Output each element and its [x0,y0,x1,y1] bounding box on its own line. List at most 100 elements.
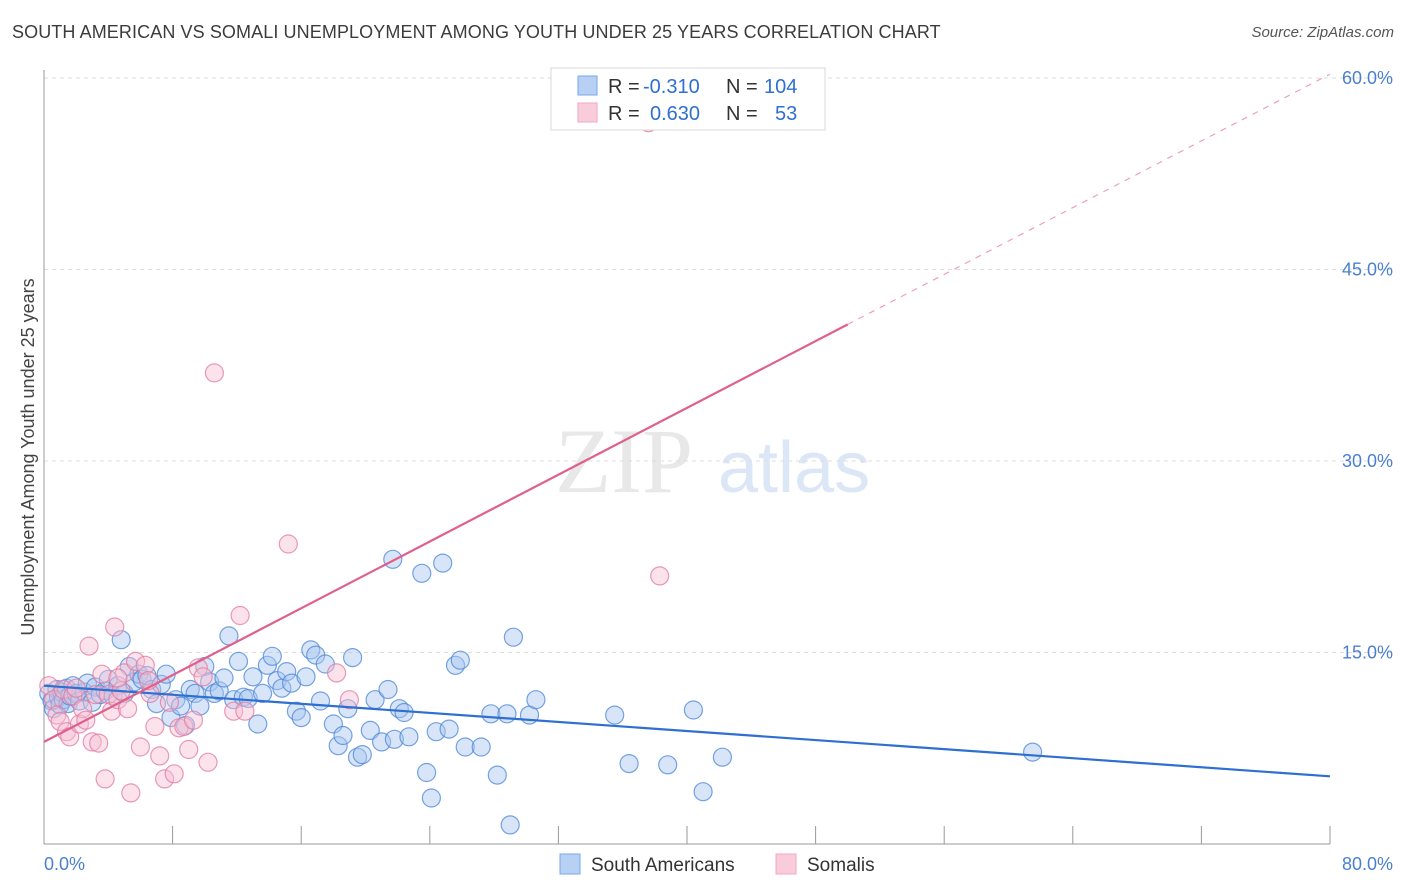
y-tick-label: 45.0% [1342,260,1393,280]
data-point [399,727,419,747]
x-tick-label-max: 80.0% [1342,854,1393,874]
trend-lines [43,73,1331,778]
data-point [487,765,507,785]
data-point [108,668,128,688]
data-point [421,788,441,808]
data-point [130,737,150,757]
data-point [82,692,102,712]
trend-line-somalis [43,323,849,743]
chart-title: SOUTH AMERICAN VS SOMALI UNEMPLOYMENT AM… [12,22,941,42]
data-point [471,737,491,757]
data-point [296,667,316,687]
x-tick-labels: 0.0% 80.0% [44,854,1393,874]
data-point [503,627,524,647]
y-axis-title: Unemployment Among Youth under 25 years [18,278,38,635]
data-point [500,815,520,835]
data-point [228,651,249,672]
data-point [439,719,459,739]
data-point [209,681,229,701]
data-point [95,769,115,789]
stats-n-label-2: N = [726,103,758,125]
data-point [174,716,194,737]
data-point [384,729,404,749]
data-point [282,673,302,693]
data-point [278,534,298,554]
y-tick-label: 60.0% [1342,68,1393,88]
y-tick-label: 30.0% [1342,451,1393,471]
data-point [693,782,713,802]
legend-swatch-somalis [775,853,797,875]
data-point [1022,742,1043,762]
data-point [352,744,372,765]
data-point [193,667,213,687]
data-point [183,710,204,730]
data-point [412,563,432,583]
data-point [79,636,99,656]
gridlines [44,77,1395,653]
data-point [455,737,475,757]
x-tick-label-min: 0.0% [44,854,85,874]
data-point [683,700,704,720]
trend-line-south-americans [43,684,1331,778]
data-point [378,679,398,700]
data-point [198,752,218,772]
data-point [230,605,250,626]
series-south-americans-points [39,549,1043,835]
data-point [257,655,277,675]
stats-r-label-1: R = [608,76,640,98]
data-point [417,762,437,783]
stats-r-value-1: -0.310 [643,76,700,98]
data-point [310,691,331,711]
trend-line-somalis-extension [847,73,1331,325]
data-point [235,701,255,721]
data-point [155,769,175,789]
data-point [262,646,282,666]
data-point [248,714,268,734]
data-point [343,647,363,668]
data-point [159,692,179,712]
data-point [360,720,380,741]
data-point [481,704,501,724]
data-point [92,664,112,684]
data-point [450,650,470,670]
source-note: Source: ZipAtlas.com [1251,24,1394,41]
data-point [243,667,263,687]
data-point [605,705,625,725]
data-point [497,704,517,724]
data-point [224,701,244,721]
data-point [135,655,155,675]
data-point [658,755,678,775]
data-points [39,113,1043,835]
data-point [253,683,273,704]
data-point [72,699,93,719]
data-point [43,690,64,710]
data-point [204,363,224,383]
data-point [214,668,234,688]
stats-n-value-2: 53 [775,103,797,125]
data-point [333,725,353,746]
data-point [327,663,347,683]
legend-label-south-americans: South Americans [591,855,735,876]
stats-swatch-south-americans [577,75,598,96]
data-point [171,696,191,716]
data-point [150,746,170,766]
y-tick-labels: 15.0% 30.0% 45.0% 60.0% [1342,68,1393,663]
data-point [114,663,135,683]
series-somalis-points [39,113,670,803]
data-point [619,753,639,774]
data-point [383,549,403,569]
data-point [291,707,311,728]
data-point [82,732,102,752]
y-tick-label: 15.0% [1342,643,1393,663]
data-point [433,553,453,573]
data-point [712,747,733,767]
watermark: ZIP atlas [555,410,870,512]
data-point [179,739,199,760]
data-point [89,733,109,753]
data-point [277,661,297,682]
data-point [526,690,546,710]
stats-r-label-2: R = [608,103,640,125]
data-point [50,711,70,732]
stats-n-value-1: 104 [764,76,797,98]
